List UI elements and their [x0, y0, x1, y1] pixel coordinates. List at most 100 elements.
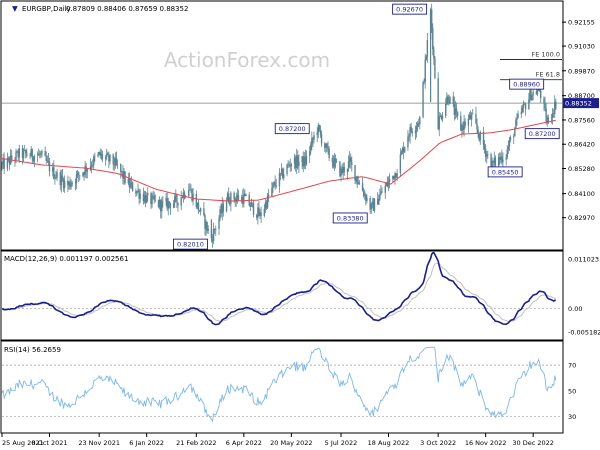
candle-body — [369, 198, 371, 210]
price-annotation-box — [509, 78, 545, 90]
candle-body — [219, 209, 221, 219]
candle-body — [91, 164, 94, 166]
candle-body — [98, 151, 100, 155]
candle-body — [448, 101, 450, 104]
candle-body — [424, 59, 426, 82]
candle-body — [145, 195, 148, 203]
candle-body — [430, 9, 433, 28]
candle-body — [22, 150, 25, 158]
x-axis-label: 3 Oct 2022 — [420, 439, 456, 447]
candle-body — [515, 119, 517, 129]
candle-body — [56, 172, 58, 178]
candle-body — [283, 174, 285, 178]
candle-body — [505, 156, 507, 160]
candle-body — [139, 193, 141, 199]
macd-axis-label: -0.005182 — [568, 328, 600, 336]
candle-body — [129, 183, 132, 188]
candle-body — [174, 196, 176, 204]
candle-body — [206, 222, 208, 231]
candle-body — [310, 144, 312, 152]
candle-body — [99, 151, 101, 156]
candle-body — [59, 172, 61, 186]
candle-body — [446, 96, 448, 104]
candle-body — [379, 194, 381, 200]
candle-body — [113, 163, 115, 166]
candle-body — [150, 193, 152, 205]
candle-body — [104, 157, 107, 159]
candle-body — [328, 148, 330, 159]
candle-body — [237, 195, 240, 201]
candle-body — [302, 156, 304, 167]
candle-body — [122, 171, 124, 179]
rsi-line — [1, 346, 557, 423]
current-price-box — [563, 98, 599, 109]
candle-body — [97, 154, 99, 157]
price-annotation-label: 0.88960 — [513, 81, 540, 89]
candle-body — [286, 165, 288, 175]
candle-body — [297, 155, 299, 166]
candle-body — [160, 199, 162, 212]
candle-body — [513, 136, 515, 138]
candle-body — [492, 160, 494, 163]
candle-body — [509, 137, 512, 141]
candle-body — [530, 90, 532, 100]
candle-body — [490, 153, 492, 169]
candle-body — [74, 182, 77, 184]
candle-body — [418, 123, 420, 125]
collapse-triangle-icon[interactable]: ▼ — [12, 4, 18, 13]
candle-body — [101, 153, 104, 159]
candle-body — [290, 163, 293, 167]
candle-body — [347, 161, 350, 169]
candle-body — [377, 198, 379, 205]
price-annotation-label: 0.87200 — [279, 125, 306, 133]
candle-body — [82, 172, 84, 177]
candle-body — [84, 166, 86, 175]
candle-body — [195, 194, 198, 208]
candle-body — [128, 178, 131, 188]
candle-body — [355, 176, 357, 181]
candle-body — [348, 157, 351, 162]
candle-body — [341, 168, 343, 173]
candle-body — [521, 107, 524, 113]
price-axis-label: 0.85280 — [568, 165, 595, 173]
candle-body — [394, 173, 396, 180]
candle-body — [112, 154, 114, 164]
price-annotation-box — [172, 238, 208, 250]
candle-body — [410, 126, 412, 132]
candle-body — [400, 152, 403, 155]
candle-body — [319, 129, 322, 135]
candle-body — [135, 191, 137, 194]
candle-body — [529, 90, 531, 100]
candle-body — [79, 175, 81, 177]
candle-body — [30, 149, 32, 157]
candle-body — [192, 194, 194, 201]
candle-body — [419, 117, 421, 125]
candle-body — [281, 168, 284, 178]
x-axis-label: 18 Aug 2022 — [368, 439, 410, 447]
price-annotation-box — [274, 123, 310, 135]
candle-body — [266, 194, 269, 208]
candle-body — [402, 147, 405, 153]
symbol-label: EURGBP,Daily — [22, 5, 71, 13]
candle-body — [327, 147, 329, 149]
candle-body — [357, 182, 359, 184]
candle-body — [207, 228, 209, 231]
candle-body — [176, 195, 178, 203]
candle-body — [17, 151, 19, 158]
candle-body — [479, 131, 481, 141]
candle-body — [90, 165, 93, 167]
candle-body — [532, 91, 534, 95]
candle-body — [354, 164, 356, 181]
candle-body — [462, 125, 464, 131]
rsi-panel-frame — [0, 340, 564, 434]
candle-body — [298, 161, 300, 166]
candle-body — [293, 157, 296, 164]
candle-body — [507, 146, 510, 150]
candle-body — [366, 198, 368, 201]
candle-body — [497, 157, 500, 166]
candle-body — [472, 113, 474, 115]
candle-body — [432, 27, 434, 50]
candle-body — [372, 201, 375, 211]
candle-body — [48, 162, 51, 172]
current-price-label: 0.88352 — [565, 100, 592, 108]
